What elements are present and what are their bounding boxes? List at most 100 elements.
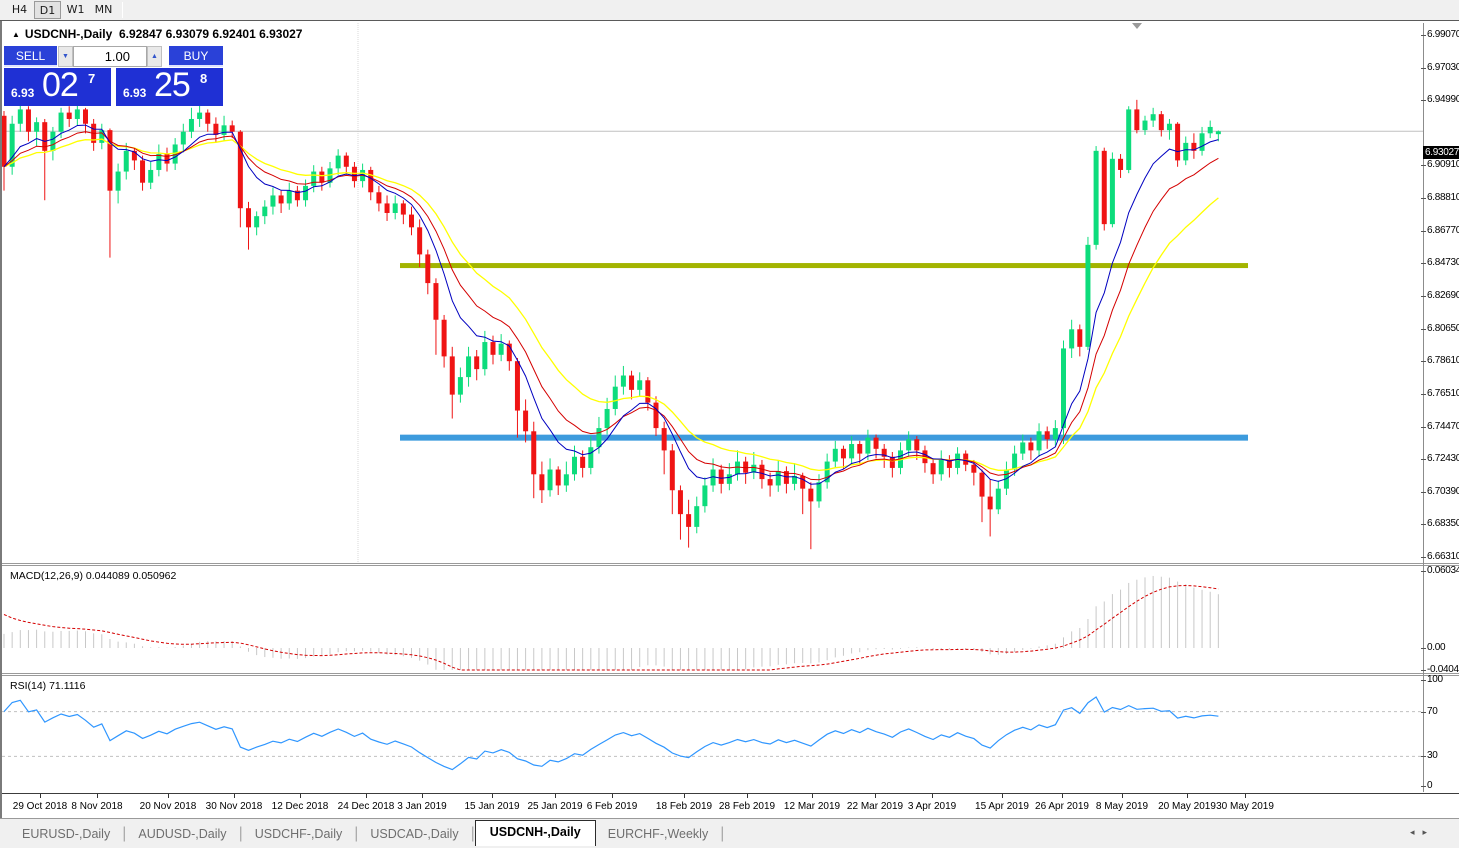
date-label: 25 Jan 2019 <box>527 801 583 812</box>
buy-price-big-digits: 25 <box>154 66 191 104</box>
price-scale-border <box>1423 23 1424 792</box>
date-label: 28 Feb 2019 <box>718 801 776 812</box>
price-tick <box>1421 263 1426 265</box>
price-tick <box>1421 459 1426 461</box>
date-tick <box>1062 794 1063 798</box>
candlestick-chart <box>2 23 1423 563</box>
price-scale-label: 6.88810 <box>1427 192 1459 204</box>
rsi-scale-label: 70 <box>1427 705 1438 717</box>
price-scale-label: 6.70390 <box>1427 485 1459 497</box>
panel-separator[interactable] <box>2 563 1459 566</box>
date-label: 20 Nov 2018 <box>139 801 197 812</box>
tab-scroll-left-icon[interactable]: ◂ <box>1409 827 1423 837</box>
tab-audusd[interactable]: AUDUSD-,Daily <box>138 827 227 841</box>
date-label: 3 Apr 2019 <box>907 801 957 812</box>
tab-divider: | <box>354 825 359 842</box>
macd-scale-tick <box>1421 648 1426 649</box>
date-tick <box>1002 794 1003 798</box>
tab-usdcnh[interactable]: USDCNH-,Daily <box>474 820 596 846</box>
date-tick <box>300 794 301 798</box>
price-scale-label: 6.90910 <box>1427 159 1459 171</box>
macd-scale-label: -0.040417 <box>1427 664 1459 675</box>
volume-decrease-button[interactable]: ▼ <box>58 46 73 67</box>
price-scale-label: 6.66310 <box>1427 551 1459 562</box>
date-tick <box>234 794 235 798</box>
macd-label: MACD(12,26,9) 0.044089 0.050962 <box>10 570 177 582</box>
tab-divider: | <box>720 825 725 842</box>
rsi-scale-tick <box>1421 711 1426 713</box>
volume-input[interactable] <box>73 46 147 67</box>
date-tick <box>1122 794 1123 798</box>
timeframe-button-w1[interactable]: W1 <box>66 3 85 16</box>
macd-panel <box>2 566 1423 673</box>
price-tick <box>1421 198 1426 200</box>
tab-eurchf[interactable]: EURCHF-,Weekly <box>607 827 709 841</box>
sell-price-display[interactable]: 6.93 02 7 <box>4 66 111 106</box>
date-axis[interactable]: 29 Oct 2018 8 Nov 2018 20 Nov 2018 30 Nov 2… <box>2 793 1459 818</box>
price-scale-label: 6.68350 <box>1427 518 1459 530</box>
resistance-line <box>400 263 1248 269</box>
date-tick <box>40 794 41 798</box>
price-scale-label: 6.84730 <box>1427 257 1459 269</box>
chart-shift-marker-icon <box>1132 23 1142 29</box>
price-tick <box>1421 426 1426 428</box>
date-label: 12 Dec 2018 <box>271 801 329 812</box>
toolbar-separator <box>122 2 123 18</box>
date-tick <box>932 794 933 798</box>
tab-eurusd[interactable]: EURUSD-,Daily <box>22 827 111 841</box>
rsi-label: RSI(14) 71.1116 <box>10 680 86 692</box>
buy-price-pip-digit: 8 <box>200 71 208 86</box>
tab-scroll-right-icon[interactable]: ▸ <box>1422 827 1435 837</box>
date-label: 12 Mar 2019 <box>783 801 841 812</box>
price-tick <box>1421 557 1426 558</box>
collapse-arrow-icon[interactable]: ▲ <box>12 30 20 39</box>
price-tick <box>1421 524 1426 526</box>
date-tick <box>422 794 423 798</box>
price-tick <box>1421 491 1426 493</box>
price-scale-label: 6.80650 <box>1427 322 1459 334</box>
price-scale-label: 6.86770 <box>1427 224 1459 236</box>
date-label: 15 Jan 2019 <box>464 801 520 812</box>
chart-title: ▲ USDCNH-,Daily 6.92847 6.93079 6.92401 6… <box>12 27 302 41</box>
rsi-plot <box>2 696 1423 771</box>
buy-button[interactable]: BUY <box>169 46 223 67</box>
volume-increase-button[interactable]: ▲ <box>147 46 162 67</box>
price-tick <box>1421 165 1426 167</box>
tab-usdcad[interactable]: USDCAD-,Daily <box>370 827 459 841</box>
symbol-period-label: USDCNH-,Daily <box>24 27 113 41</box>
price-tick <box>1421 361 1426 362</box>
macd-plot <box>3 575 1219 671</box>
date-label: 30 May 2019 <box>1216 801 1274 812</box>
one-click-trading-panel: SELL ▼ ▲ BUY 6.93 02 7 6.93 25 8 <box>4 46 223 106</box>
date-tick <box>1245 794 1246 798</box>
price-scale-label: 6.74470 <box>1427 420 1459 432</box>
sell-button[interactable]: SELL <box>4 46 57 67</box>
price-chart-panel[interactable] <box>2 23 1423 563</box>
date-tick <box>612 794 613 798</box>
tab-scroll-arrows[interactable]: ◂▸ <box>1410 827 1435 838</box>
date-label: 8 May 2019 <box>1095 801 1149 812</box>
rsi-scale-label: 30 <box>1427 750 1438 762</box>
tab-divider: | <box>470 825 475 842</box>
rsi-scale-tick <box>1421 680 1426 681</box>
timeframe-button-h4[interactable]: H4 <box>11 3 28 16</box>
timeframe-button-mn[interactable]: MN <box>94 3 113 16</box>
date-label: 26 Apr 2019 <box>1035 801 1089 812</box>
date-tick <box>684 794 685 798</box>
panel-separator[interactable] <box>2 673 1459 676</box>
buy-price-display[interactable]: 6.93 25 8 <box>116 66 223 106</box>
date-label: 20 May 2019 <box>1158 801 1216 812</box>
price-scale-label: 6.99070 <box>1427 29 1459 40</box>
macd-scale-tick <box>1421 670 1426 671</box>
ohlc-values: 6.92847 6.93079 6.92401 6.93027 <box>118 27 303 41</box>
sell-price-big-digits: 02 <box>42 66 79 104</box>
tab-usdchf[interactable]: USDCHF-,Daily <box>254 827 343 841</box>
date-tick <box>1187 794 1188 798</box>
price-scale-label: 6.97030 <box>1427 61 1459 73</box>
timeframe-button-d1[interactable]: D1 <box>34 1 61 19</box>
price-tick <box>1421 296 1426 297</box>
date-label: 15 Apr 2019 <box>975 801 1029 812</box>
price-tick <box>1421 394 1426 396</box>
macd-scale-label: 0.060342 <box>1427 565 1459 576</box>
buy-price-prefix: 6.93 <box>123 86 147 100</box>
